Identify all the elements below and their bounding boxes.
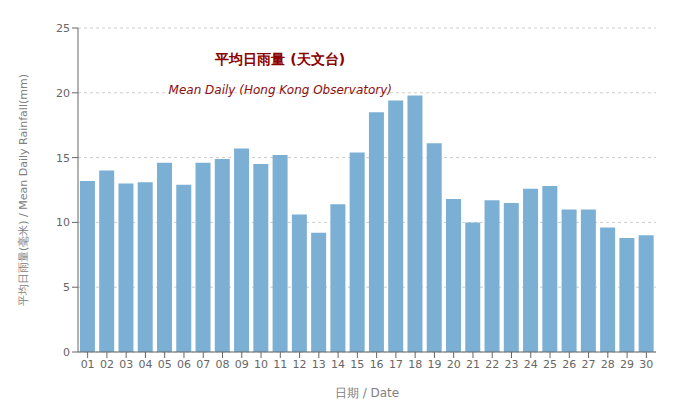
svg-text:26: 26 <box>562 358 576 371</box>
svg-text:10: 10 <box>254 358 268 371</box>
svg-text:16: 16 <box>370 358 384 371</box>
svg-text:12: 12 <box>293 358 307 371</box>
svg-text:02: 02 <box>100 358 114 371</box>
svg-text:18: 18 <box>408 358 422 371</box>
html-text:Mean Daily (Hong Kong Observat: Mean Daily (Hong Kong Observatory) <box>168 82 392 97</box>
svg-text:09: 09 <box>235 358 249 371</box>
svg-text:15: 15 <box>350 358 364 371</box>
svg-text:22: 22 <box>485 358 499 371</box>
html-text:平均日雨量 (天文台): 平均日雨量 (天文台) <box>215 51 346 68</box>
svg-text:24: 24 <box>524 358 538 371</box>
svg-text:17: 17 <box>389 358 403 371</box>
svg-text:28: 28 <box>601 358 615 371</box>
svg-text:27: 27 <box>582 358 596 371</box>
svg-text:日期 / Date: 日期 / Date <box>335 386 399 400</box>
svg-text:05: 05 <box>158 358 172 371</box>
svg-text:14: 14 <box>331 358 345 371</box>
svg-text:30: 30 <box>639 358 653 371</box>
svg-text:04: 04 <box>138 358 152 371</box>
svg-text:06: 06 <box>177 358 191 371</box>
svg-text:13: 13 <box>312 358 326 371</box>
svg-text:03: 03 <box>119 358 133 371</box>
svg-text:20: 20 <box>56 87 70 100</box>
svg-text:15: 15 <box>56 152 70 165</box>
svg-text:19: 19 <box>427 358 441 371</box>
svg-text:23: 23 <box>505 358 519 371</box>
svg-text:20: 20 <box>447 358 461 371</box>
svg-text:25: 25 <box>56 22 70 35</box>
svg-text:0: 0 <box>63 346 70 359</box>
svg-text:08: 08 <box>216 358 230 371</box>
svg-text:11: 11 <box>273 358 287 371</box>
svg-text:21: 21 <box>466 358 480 371</box>
svg-text:10: 10 <box>56 216 70 229</box>
svg-text:07: 07 <box>196 358 210 371</box>
svg-text:25: 25 <box>543 358 557 371</box>
svg-text:29: 29 <box>620 358 634 371</box>
svg-text:平均日雨量(毫米) / Mean Daily Rainfal: 平均日雨量(毫米) / Mean Daily Rainfall(mm) <box>17 74 30 306</box>
svg-text:01: 01 <box>81 358 95 371</box>
svg-text:5: 5 <box>63 281 70 294</box>
